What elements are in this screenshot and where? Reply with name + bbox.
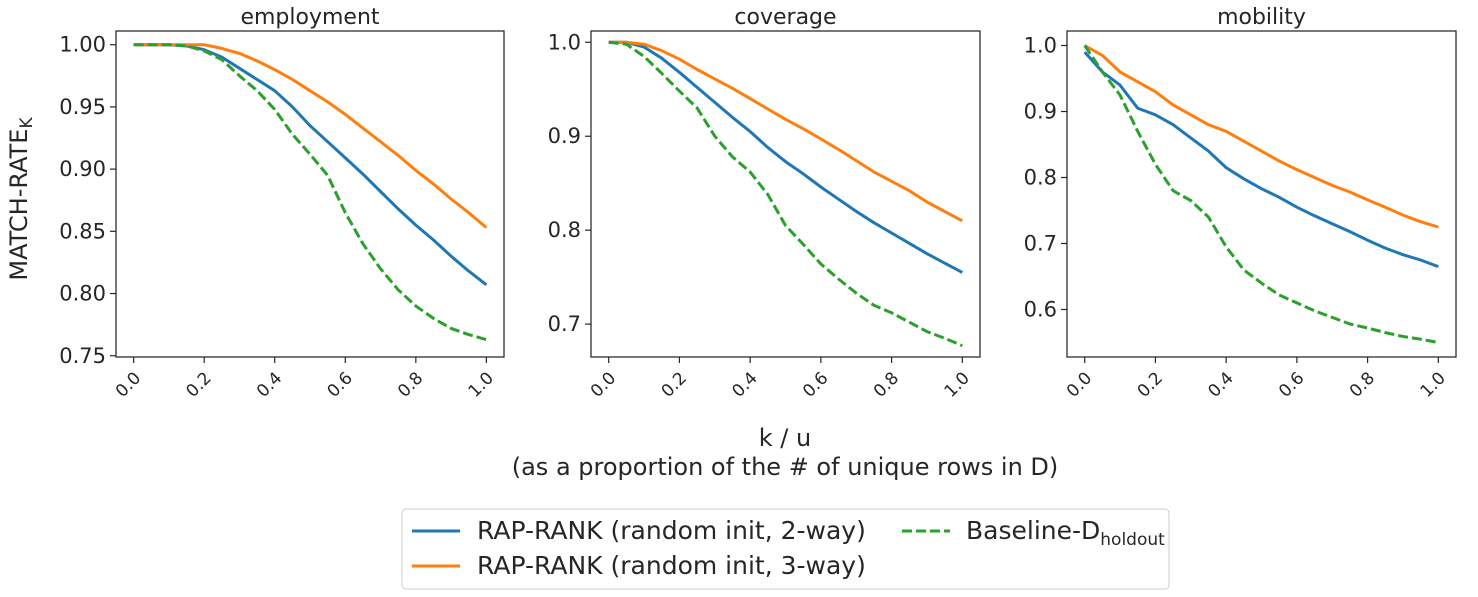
series-line-3 [608, 40, 963, 348]
x-tick-label: 1.0 [941, 368, 974, 401]
y-tick-label: 0.90 [59, 157, 106, 181]
y-tick-label: 0.85 [59, 219, 106, 243]
y-tick-label: 0.95 [59, 95, 106, 119]
series-line-3 [133, 43, 487, 342]
y-tick-label: 0.9 [548, 124, 581, 148]
series-line-2 [1083, 44, 1439, 229]
y-tick-label: 0.8 [548, 218, 581, 242]
y-tick-label: 1.0 [1024, 34, 1057, 58]
series-line-1 [1083, 51, 1439, 269]
x-tick-label: 0.6 [324, 368, 357, 401]
x-axis-label: k / u [759, 424, 811, 452]
series-line-2 [133, 43, 488, 229]
x-tick-label: 0.2 [658, 368, 691, 401]
legend-label-2way: RAP-RANK (random init, 2-way) [477, 516, 866, 545]
y-tick-label: 1.0 [548, 30, 581, 54]
legend-label-baseline: Baseline-Dholdout [966, 516, 1165, 550]
panel-mobility: mobility 0.6 0.7 0.8 0.9 1.0 0.0 0.2 0.4 0.6 0.8 1.… [1024, 5, 1457, 402]
x-tick-label: 1.0 [465, 368, 498, 401]
x-tick-label: 0.8 [870, 368, 903, 401]
legend-label-3way: RAP-RANK (random init, 3-way) [477, 551, 866, 580]
x-tick-label: 0.0 [1063, 368, 1096, 401]
legend-frame [401, 508, 1170, 590]
x-tick-label: 0.2 [182, 368, 215, 401]
panel-title: mobility [1217, 5, 1306, 30]
x-tick-label: 0.8 [394, 368, 427, 401]
panel-employment: employment 0.75 0.80 0.85 0.90 0.95 1.00 0.0 0.2… [59, 5, 505, 402]
x-tick-label: 0.6 [1275, 368, 1308, 401]
x-tick-label: 0.8 [1346, 368, 1379, 401]
panel-title: employment [240, 5, 379, 30]
series-line-2 [608, 40, 964, 223]
series-line-1 [133, 43, 488, 286]
x-tick-label: 0.2 [1134, 368, 1167, 401]
y-tick-label: 0.8 [1024, 166, 1057, 190]
panel-coverage: coverage 0.7 0.8 0.9 1.0 0.0 0.2 0.4 0.6 0.8 1.0 [548, 5, 981, 402]
x-tick-label: 0.6 [799, 368, 832, 401]
y-tick-label: 0.7 [548, 312, 581, 336]
panel-title: coverage [734, 5, 836, 30]
y-tick-label: 0.6 [1024, 297, 1057, 321]
x-axis-label-detail: (as a proportion of the # of unique rows… [512, 453, 1059, 481]
y-axis-label: MATCH-RATEK [5, 117, 37, 281]
series-line-3 [1083, 44, 1439, 344]
x-tick-label: 0.4 [253, 368, 286, 401]
legend: RAP-RANK (random init, 2-way) RAP-RANK (… [401, 508, 1170, 590]
x-tick-label: 0.0 [112, 368, 145, 401]
series-line-1 [608, 40, 963, 274]
x-tick-label: 1.0 [1417, 368, 1450, 401]
plot-frame [590, 30, 981, 358]
x-tick-label: 0.4 [728, 368, 761, 401]
y-tick-label: 0.9 [1024, 100, 1057, 124]
y-tick-label: 0.75 [59, 344, 106, 368]
y-tick-label: 0.80 [59, 282, 106, 306]
plot-frame [1066, 30, 1457, 358]
y-tick-label: 0.7 [1024, 231, 1057, 255]
y-tick-label: 1.00 [59, 33, 106, 57]
x-tick-label: 0.0 [587, 368, 620, 401]
plot-frame [115, 30, 505, 358]
x-tick-label: 0.4 [1204, 368, 1237, 401]
